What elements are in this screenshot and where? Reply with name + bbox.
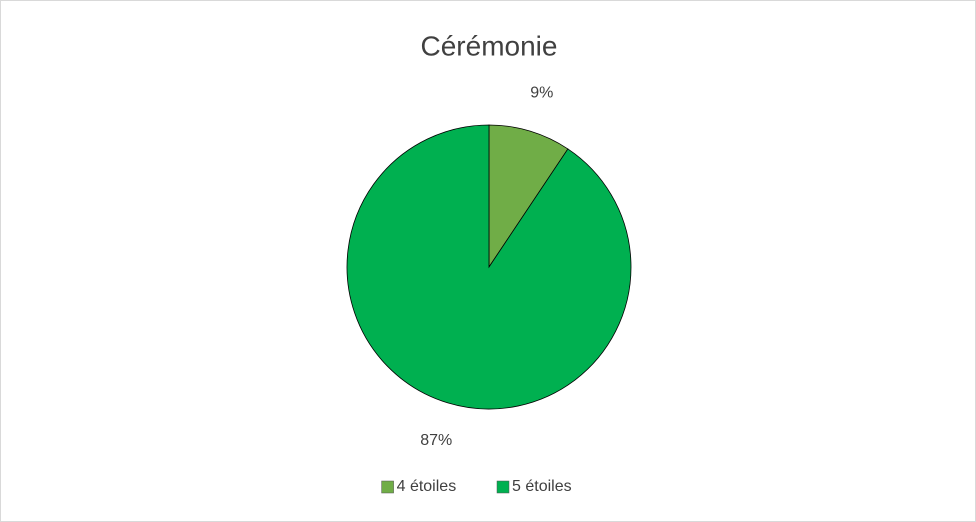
data-label: 9% (530, 84, 553, 101)
legend-label: 4 étoiles (397, 478, 457, 495)
data-label: 87% (420, 432, 452, 449)
legend-swatch (496, 480, 510, 494)
legend-label: 5 étoiles (512, 478, 572, 495)
legend-swatch (381, 480, 394, 494)
chart-title: Cérémonie (421, 30, 558, 61)
pie-slice (488, 124, 569, 269)
pie-slice (346, 124, 632, 410)
